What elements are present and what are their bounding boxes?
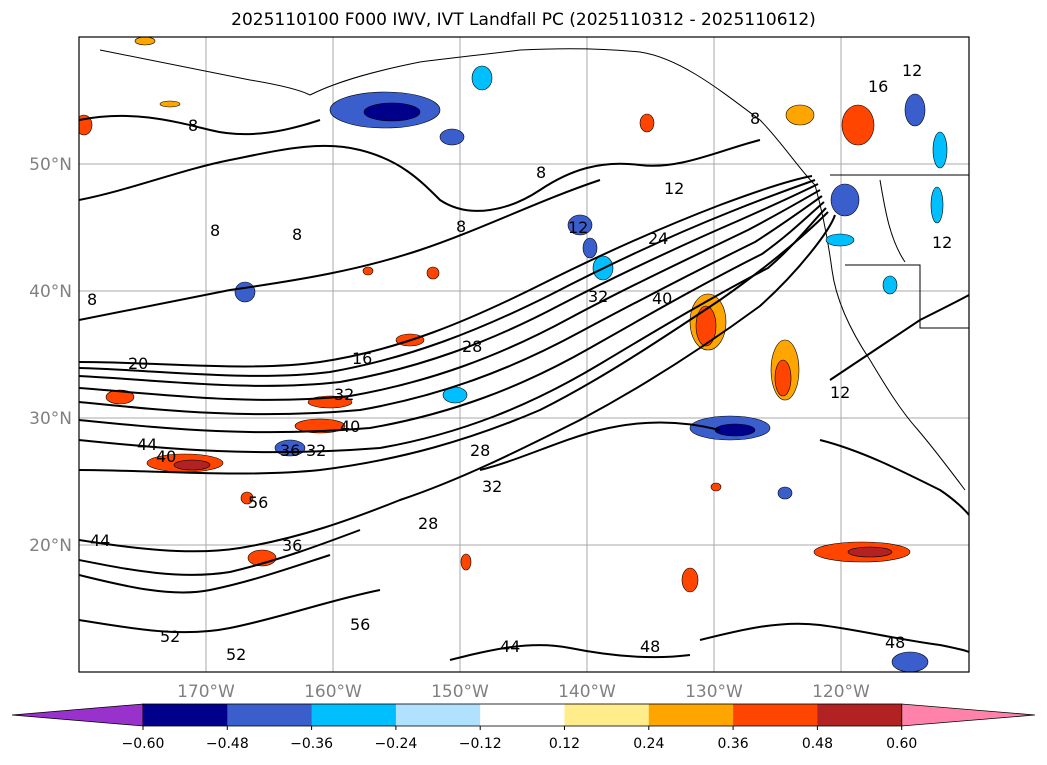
contour-label: 24 [648,229,668,248]
contour-label: 48 [885,633,905,652]
lat-label: 50°N [29,155,72,175]
colorbar-swatch [817,704,903,726]
colorbar-swatch [648,704,734,726]
lon-label: 120°W [812,682,870,702]
contour-label: 44 [90,531,110,550]
contour-label: 8 [750,109,760,128]
lon-label: 170°W [177,682,235,702]
contour-label: 48 [640,637,660,656]
colorbar-swatch [311,704,397,726]
contour-label: 56 [350,615,370,634]
lat-label: 20°N [29,536,72,556]
contour-label: 40 [340,417,360,436]
lat-label: 30°N [29,409,72,429]
contour-label: 8 [536,163,546,182]
colorbar: −0.60 −0.48 −0.36 −0.24 −0.12 0.12 0.24 0.36 0.4… [11,703,1036,752]
colorbar-swatch [143,704,228,726]
colorbar-tick-label: −0.48 [206,736,249,752]
colorbar-tick-label: 0.12 [549,736,580,752]
contour-label: 28 [462,337,482,356]
lon-label: 140°W [558,682,616,702]
contour-label: 8 [188,116,198,135]
pc-shading [79,37,948,672]
contour-label: 28 [418,514,438,533]
contour-labels: 24 40 32 28 16 12 20 32 40 44 40 36 32 2… [87,61,952,664]
contour-label: 44 [137,435,157,454]
contour-label: 32 [306,441,326,460]
colorbar-tick-label: 0.48 [802,736,833,752]
contour-label: 36 [280,441,300,460]
iwv-contours [79,114,969,661]
contour-label: 56 [248,493,268,512]
colorbar-swatch [733,704,818,726]
contour-label: 16 [868,77,888,96]
contour-label: 32 [588,287,608,306]
colorbar-tick-label: −0.36 [290,736,333,752]
contour-label: 8 [456,217,466,236]
contour-label: 20 [128,354,148,373]
map-area[interactable] [79,37,969,672]
colorbar-tick-label: 0.36 [718,736,749,752]
contour-label: 40 [652,289,672,308]
contour-label: 8 [292,225,302,244]
contour-label: 12 [664,179,684,198]
contour-label: 44 [500,637,520,656]
contour-label: 12 [830,383,850,402]
colorbar-outline [142,703,903,727]
colorbar-tick-label: 0.24 [633,736,664,752]
contour-label: 12 [932,233,952,252]
colorbar-tick-label: −0.24 [374,736,417,752]
lat-label: 40°N [29,282,72,302]
colorbar-tick-label: −0.12 [459,736,502,752]
lon-label: 150°W [431,682,489,702]
contour-label: 16 [352,349,372,368]
contour-label: 52 [226,645,246,664]
colorbar-swatch [564,704,650,726]
contour-label: 28 [470,441,490,460]
contour-label: 12 [902,61,922,80]
map-title: 2025110100 F000 IWV, IVT Landfall PC (20… [231,10,816,30]
contour-label: 8 [87,290,97,309]
contour-label: 8 [210,221,220,240]
lon-label: 160°W [304,682,362,702]
contour-label: 12 [568,218,588,237]
contour-label: 32 [334,385,354,404]
contour-label: 32 [482,477,502,496]
lon-label: 130°W [685,682,743,702]
gridlines [79,37,969,672]
colorbar-tick-label: −0.60 [122,736,165,752]
contour-label: 52 [160,627,180,646]
contour-label: 36 [282,536,302,555]
colorbar-swatch [227,704,313,726]
map-frame [78,36,970,673]
colorbar-tick-label: 0.60 [886,736,917,752]
contour-label: 40 [156,447,176,466]
colorbar-swatch [395,704,481,726]
colorbar-extend-min [11,703,144,727]
colorbar-extend-max [901,703,1036,727]
colorbar-swatch [480,704,565,726]
